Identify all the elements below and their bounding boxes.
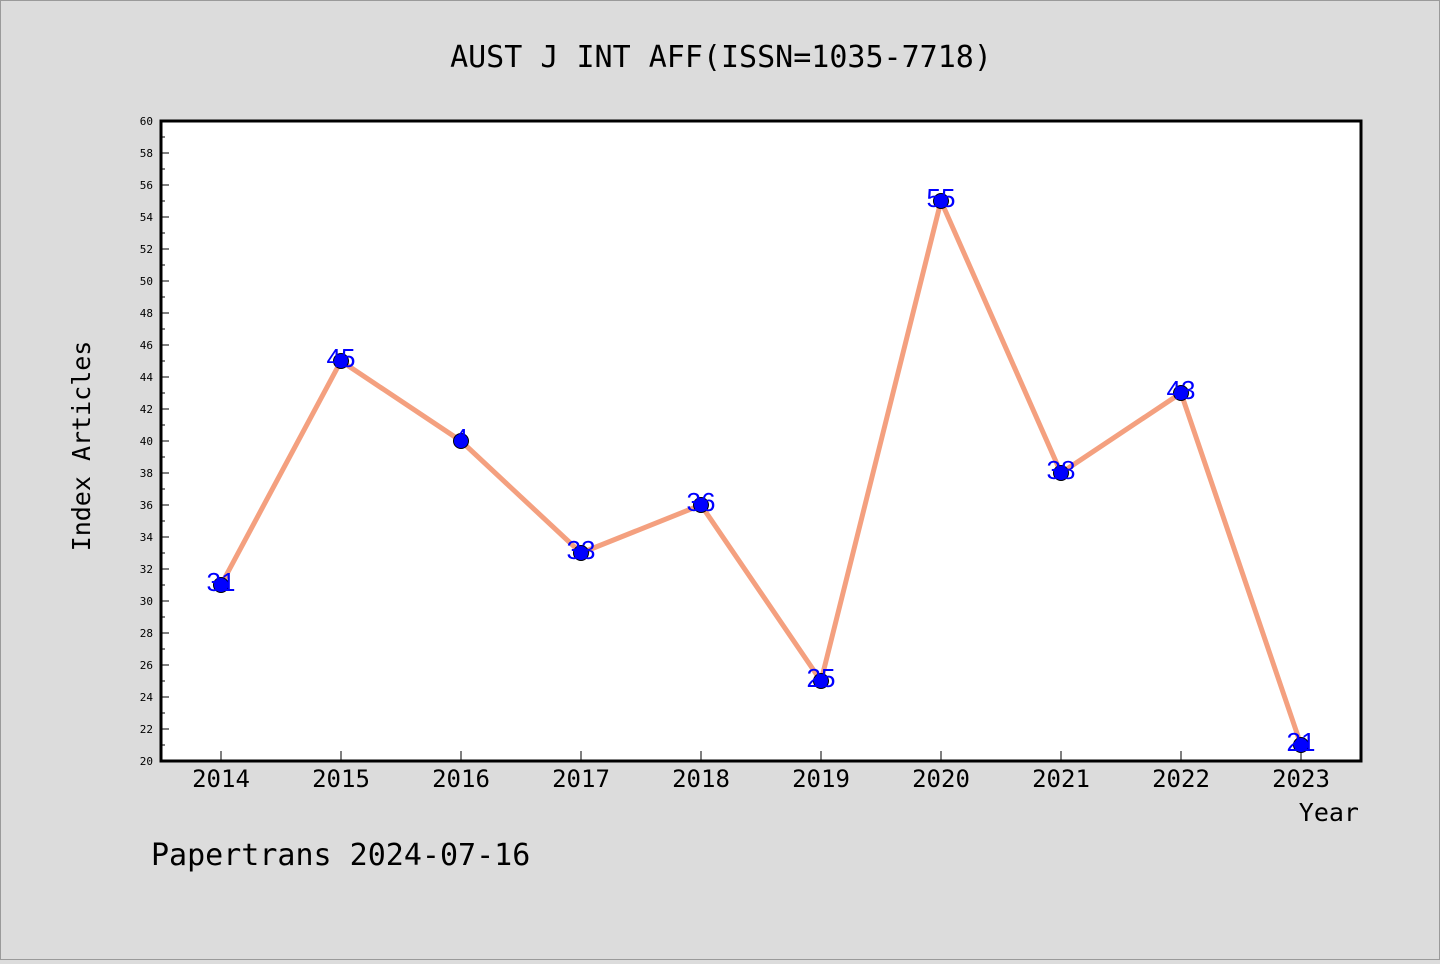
- data-point: [813, 673, 829, 689]
- series-line: [218, 198, 1304, 746]
- data-point: [213, 577, 229, 593]
- y-tick-label: 56: [140, 179, 153, 192]
- data-label: 55: [927, 183, 956, 213]
- data-point: [1053, 465, 1069, 481]
- data-label: 31: [207, 567, 236, 597]
- y-axis-label: Index Articles: [67, 341, 96, 552]
- y-tick-label: 32: [140, 563, 153, 576]
- data-label: 38: [1047, 455, 1076, 485]
- x-tick-label: 2019: [792, 765, 850, 793]
- x-tick-label: 2021: [1032, 765, 1090, 793]
- data-label: 4: [454, 423, 468, 453]
- y-tick-label: 48: [140, 307, 153, 320]
- x-tick-label: 2022: [1152, 765, 1210, 793]
- y-tick-label: 40: [140, 435, 153, 448]
- data-point: [573, 545, 589, 561]
- y-tick-label: 26: [140, 659, 153, 672]
- x-tick-label: 2016: [432, 765, 490, 793]
- x-tick-label: 2015: [312, 765, 370, 793]
- data-label: 36: [687, 487, 716, 517]
- x-axis-ticks: 2014 2015 2016 2017 2018 2019 2020 2021 2022 2023: [192, 751, 1330, 793]
- x-axis-label: Year: [1299, 798, 1359, 827]
- y-tick-label: 28: [140, 627, 153, 640]
- data-label: 43: [1167, 375, 1196, 405]
- y-tick-label: 24: [140, 691, 154, 704]
- y-tick-label: 38: [140, 467, 153, 480]
- plot-area: [159, 119, 1363, 763]
- data-point: [333, 353, 349, 369]
- x-tick-label: 2023: [1272, 765, 1330, 793]
- y-tick-label: 36: [140, 499, 153, 512]
- y-tick-label: 52: [140, 243, 153, 256]
- chart-title: AUST J INT AFF(ISSN=1035-7718): [450, 40, 992, 75]
- series-layer: 31 45 4 33 36 25 55 38 43 21: [207, 183, 1316, 757]
- y-tick-label: 22: [140, 723, 153, 736]
- data-label: 21: [1287, 727, 1316, 757]
- data-label: 25: [807, 663, 836, 693]
- data-point: [1173, 385, 1189, 401]
- y-tick-label: 34: [140, 531, 154, 544]
- data-point: [933, 193, 949, 209]
- y-tick-label: 54: [140, 211, 154, 224]
- x-tick-label: 2020: [912, 765, 970, 793]
- y-tick-label: 30: [140, 595, 153, 608]
- y-tick-label: 50: [140, 275, 153, 288]
- y-tick-label: 20: [140, 755, 153, 768]
- data-label: 33: [567, 535, 596, 565]
- y-tick-label: 58: [140, 147, 153, 160]
- x-tick-label: 2018: [672, 765, 730, 793]
- x-tick-label: 2014: [192, 765, 250, 793]
- y-tick-label: 44: [140, 371, 154, 384]
- data-label: 45: [327, 343, 356, 373]
- x-tick-label: 2017: [552, 765, 610, 793]
- y-tick-label: 46: [140, 339, 153, 352]
- y-tick-label: 60: [140, 115, 153, 128]
- footer-text: Papertrans 2024-07-16: [151, 838, 530, 873]
- data-point: [453, 433, 469, 449]
- data-point: [693, 497, 709, 513]
- y-axis-ticks: 20 22 24 26 28 30 32 34 36 38 40 42 44 46 48 50 52 54 56 58…: [140, 115, 169, 768]
- data-point: [1293, 737, 1309, 753]
- y-tick-label: 42: [140, 403, 153, 416]
